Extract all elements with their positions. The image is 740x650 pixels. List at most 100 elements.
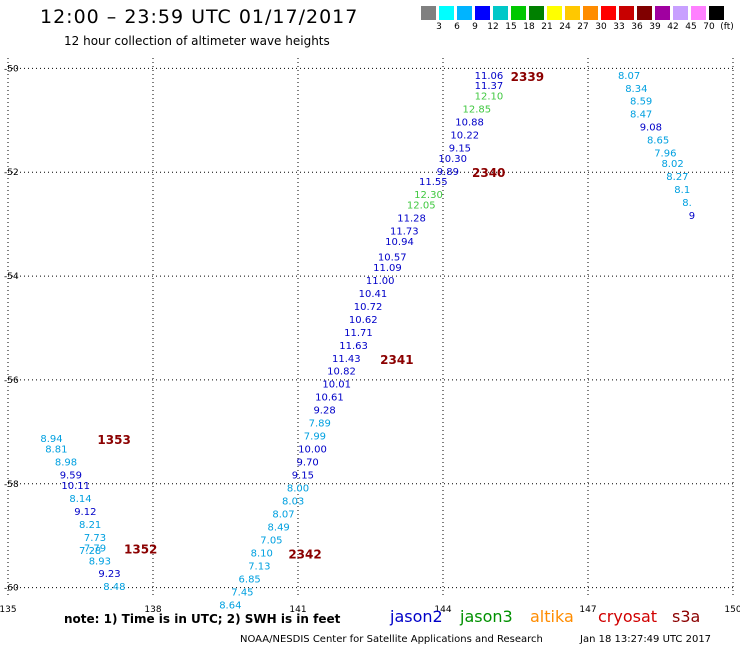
swh-value-label: 10.00: [298, 445, 327, 456]
x-tick-label: 138: [144, 605, 161, 615]
swh-value-label: 10.41: [359, 289, 388, 300]
color-swatch: [439, 6, 454, 20]
y-tick-label: -52: [4, 168, 19, 178]
swh-value-label: 10.62: [349, 315, 378, 326]
swh-value-label: 12.85: [463, 105, 492, 116]
swh-value-label: 8.48: [103, 582, 125, 593]
swh-value-label: 9.15: [449, 143, 471, 154]
swh-value-label: 8.07: [272, 510, 294, 521]
swh-value-label: 8.47: [630, 110, 652, 121]
swh-value-label: 10.72: [354, 302, 383, 313]
mission-legend-item: cryosat: [598, 607, 658, 626]
x-tick-label: 144: [434, 605, 451, 615]
color-swatch: [565, 6, 580, 20]
color-scale-label: (ft): [720, 22, 734, 32]
swh-value-label: 8.98: [55, 458, 77, 469]
swh-value-label: 8.65: [647, 136, 669, 147]
organization-credit: NOAA/NESDIS Center for Satellite Applica…: [240, 634, 543, 645]
y-tick-label: -50: [4, 64, 19, 74]
color-scale-label: 36: [631, 22, 643, 32]
mission-legend-item: altika: [530, 607, 574, 626]
mission-legend-item: jason3: [460, 607, 513, 626]
swh-value-label: 11.28: [397, 214, 426, 225]
mission-legend-item: s3a: [672, 607, 701, 626]
y-tick-label: -54: [4, 272, 19, 282]
color-scale-label: 3: [436, 22, 442, 32]
color-swatch: [475, 6, 490, 20]
x-tick-label: 141: [289, 605, 306, 615]
color-swatch: [583, 6, 598, 20]
color-scale-label: 9: [472, 22, 478, 32]
pass-number-label: 2342: [288, 547, 321, 561]
color-scale-label: 15: [505, 22, 517, 32]
swh-value-label: 12.05: [407, 201, 436, 212]
swh-value-label: 11.63: [339, 341, 368, 352]
swh-value-label: 8.02: [661, 159, 683, 170]
footnote: note: 1) Time is in UTC; 2) SWH is in fe…: [64, 612, 341, 626]
swh-value-label: 11.55: [419, 177, 448, 188]
swh-value-label: 7.13: [248, 561, 270, 572]
generated-timestamp: Jan 18 13:27:49 UTC 2017: [580, 634, 712, 645]
swh-value-label: 7.96: [654, 149, 676, 160]
swh-value-label: 11.43: [332, 354, 361, 365]
color-scale-label: 24: [559, 22, 571, 32]
color-swatch: [529, 6, 544, 20]
swh-value-label: 12.10: [475, 92, 504, 103]
pass-number-label: 2339: [511, 70, 544, 84]
swh-value-label: 12.30: [414, 190, 443, 201]
swh-value-label: 8.49: [268, 523, 290, 534]
swh-value-label: 8.64: [219, 600, 241, 611]
swh-value-label: 10.11: [61, 481, 90, 492]
swh-value-label: 8.00: [287, 484, 309, 495]
pass-number-label: 1352: [124, 542, 157, 556]
map-grid: [7, 58, 734, 598]
pass-number-label: 2340: [472, 166, 505, 180]
swh-value-label: 7.99: [304, 432, 326, 443]
swh-value-label: 11.71: [344, 328, 373, 339]
swh-value-label: 10.01: [322, 380, 351, 391]
swh-value-label: 8.07: [618, 71, 640, 82]
color-scale-label: 18: [523, 22, 535, 32]
swh-value-label: 8.94: [40, 434, 62, 445]
color-scale-label: 21: [541, 22, 553, 32]
color-scale-label: 27: [577, 22, 589, 32]
color-swatch: [457, 6, 472, 20]
swh-value-label: 7.28: [79, 546, 101, 557]
swh-value-label: 11.73: [390, 227, 419, 238]
swh-value-label: 8.: [682, 198, 692, 209]
color-scale-label: 45: [685, 22, 697, 32]
swh-value-label: 7.05: [260, 535, 282, 546]
x-tick-label: 147: [579, 605, 596, 615]
swh-value-label: 10.82: [327, 367, 356, 378]
pass-number-label: 1353: [97, 433, 130, 447]
y-tick-label: -56: [4, 376, 19, 386]
color-scale-label: 39: [649, 22, 661, 32]
y-tick-label: -58: [4, 480, 19, 490]
swh-value-label: 9.70: [297, 458, 319, 469]
swh-value-label: 9.12: [74, 507, 96, 518]
swh-value-label: 9.23: [98, 569, 120, 580]
color-swatch: [709, 6, 724, 20]
swh-value-label: 6.85: [239, 574, 261, 585]
swh-value-label: 10.94: [385, 237, 414, 248]
swh-value-label: 7.73: [84, 533, 106, 544]
pass-number-labels: 1353 1352 2339 2340 2341 2342: [97, 70, 544, 562]
x-tick-label: 150: [724, 605, 740, 615]
color-swatch: [637, 6, 652, 20]
swh-value-label: 7.79: [84, 543, 106, 554]
color-scale-label: 30: [595, 22, 607, 32]
y-tick-label: -60: [4, 584, 19, 594]
axis-tick-labels: 135 138 141 144 147 150 -50 -52 -54 -56 -58 -60: [0, 64, 740, 615]
color-swatch: [493, 6, 508, 20]
mission-legend-item: jason2: [390, 607, 443, 626]
color-swatch: [619, 6, 634, 20]
x-tick-label: 135: [0, 605, 17, 615]
page-title: 12:00 – 23:59 UTC 01/17/2017: [40, 6, 359, 28]
swh-value-label: 9: [689, 211, 695, 222]
color-scale-label: 42: [667, 22, 679, 32]
color-swatch: [547, 6, 562, 20]
color-scale-label: 70: [703, 22, 715, 32]
